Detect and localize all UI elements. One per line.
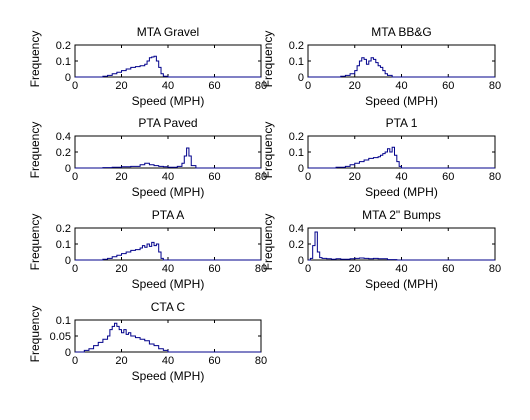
y-tick-label: 0	[65, 163, 71, 175]
subplot-title: PTA 1	[386, 116, 418, 130]
x-tick-label: 0	[72, 80, 78, 92]
y-tick-label: 0.2	[289, 40, 304, 52]
axes-frame	[307, 227, 496, 261]
x-tick-label: 20	[115, 80, 127, 92]
axes-frame	[74, 44, 262, 78]
x-tick-label: 0	[305, 171, 311, 183]
y-tick-label: 0.2	[56, 223, 71, 235]
subplot-title: CTA C	[151, 300, 186, 314]
x-tick-label: 80	[489, 171, 501, 183]
x-tick-label: 60	[208, 80, 220, 92]
x-tick-label: 40	[395, 80, 407, 92]
histogram-series	[308, 146, 495, 169]
axes-frame	[74, 135, 262, 169]
subplot-title: MTA BB&G	[371, 25, 431, 39]
x-axis-label: Speed (MPH)	[132, 185, 205, 199]
histogram-series	[75, 147, 261, 169]
y-tick-label: 0.2	[56, 40, 71, 52]
axes-frame	[74, 319, 262, 353]
y-tick-label: 0.1	[56, 315, 71, 327]
subplot-title: PTA A	[152, 208, 184, 222]
x-tick-label: 60	[442, 171, 454, 183]
y-tick-label: 0.1	[56, 239, 71, 251]
x-tick-label: 0	[305, 263, 311, 275]
subplot-title: MTA Gravel	[137, 25, 199, 39]
x-tick-label: 60	[208, 171, 220, 183]
x-tick-label: 80	[255, 80, 267, 92]
x-tick-label: 80	[255, 263, 267, 275]
x-tick-label: 80	[255, 355, 267, 367]
x-axis-label: Speed (MPH)	[132, 369, 205, 383]
y-axis-label: Frequency	[261, 31, 275, 88]
x-tick-label: 80	[255, 171, 267, 183]
x-tick-label: 40	[162, 171, 174, 183]
x-axis-label: Speed (MPH)	[132, 94, 205, 108]
histogram-series	[75, 241, 261, 261]
y-tick-label: 0.1	[289, 147, 304, 159]
x-tick-label: 80	[489, 263, 501, 275]
histogram-series	[75, 55, 261, 78]
x-tick-label: 40	[162, 355, 174, 367]
x-tick-label: 0	[72, 171, 78, 183]
subplot-title: MTA 2" Bumps	[362, 208, 441, 222]
x-tick-label: 60	[208, 263, 220, 275]
y-tick-label: 0.2	[56, 147, 71, 159]
x-tick-label: 20	[349, 80, 361, 92]
x-tick-label: 60	[208, 355, 220, 367]
x-tick-label: 40	[395, 263, 407, 275]
y-axis-label: Frequency	[28, 122, 42, 179]
y-tick-label: 0.4	[289, 223, 304, 235]
y-tick-label: 0.1	[289, 56, 304, 68]
x-tick-label: 20	[115, 263, 127, 275]
histogram-series	[308, 231, 495, 261]
x-tick-label: 40	[162, 80, 174, 92]
histogram-series	[308, 57, 495, 78]
x-axis-label: Speed (MPH)	[365, 277, 438, 291]
x-tick-label: 80	[489, 80, 501, 92]
y-axis-label: Frequency	[261, 214, 275, 271]
axes-frame	[74, 227, 262, 261]
x-axis-label: Speed (MPH)	[365, 94, 438, 108]
x-tick-label: 20	[115, 355, 127, 367]
axes-frame	[307, 135, 496, 169]
axes-frame	[307, 44, 496, 78]
histogram-series	[75, 322, 261, 353]
y-tick-label: 0.1	[56, 56, 71, 68]
y-tick-label: 0	[298, 255, 304, 267]
y-tick-label: 0	[65, 72, 71, 84]
y-tick-label: 0	[298, 72, 304, 84]
x-axis-label: Speed (MPH)	[132, 277, 205, 291]
x-tick-label: 40	[395, 171, 407, 183]
x-tick-label: 20	[349, 171, 361, 183]
y-tick-label: 0	[298, 163, 304, 175]
x-tick-label: 60	[442, 263, 454, 275]
y-axis-label: Frequency	[28, 31, 42, 88]
y-tick-label: 0	[65, 255, 71, 267]
y-tick-label: 0.2	[289, 239, 304, 251]
x-tick-label: 20	[115, 171, 127, 183]
x-tick-label: 20	[349, 263, 361, 275]
x-tick-label: 40	[162, 263, 174, 275]
y-tick-label: 0.2	[289, 131, 304, 143]
subplot-title: PTA Paved	[138, 116, 197, 130]
y-tick-label: 0.4	[56, 131, 71, 143]
x-tick-label: 60	[442, 80, 454, 92]
y-tick-label: 0	[65, 347, 71, 359]
x-tick-label: 0	[305, 80, 311, 92]
y-axis-label: Frequency	[28, 306, 42, 363]
y-axis-label: Frequency	[28, 214, 42, 271]
y-tick-label: 0.05	[50, 331, 71, 343]
y-axis-label: Frequency	[261, 122, 275, 179]
x-axis-label: Speed (MPH)	[365, 185, 438, 199]
x-tick-label: 0	[72, 355, 78, 367]
x-tick-label: 0	[72, 263, 78, 275]
